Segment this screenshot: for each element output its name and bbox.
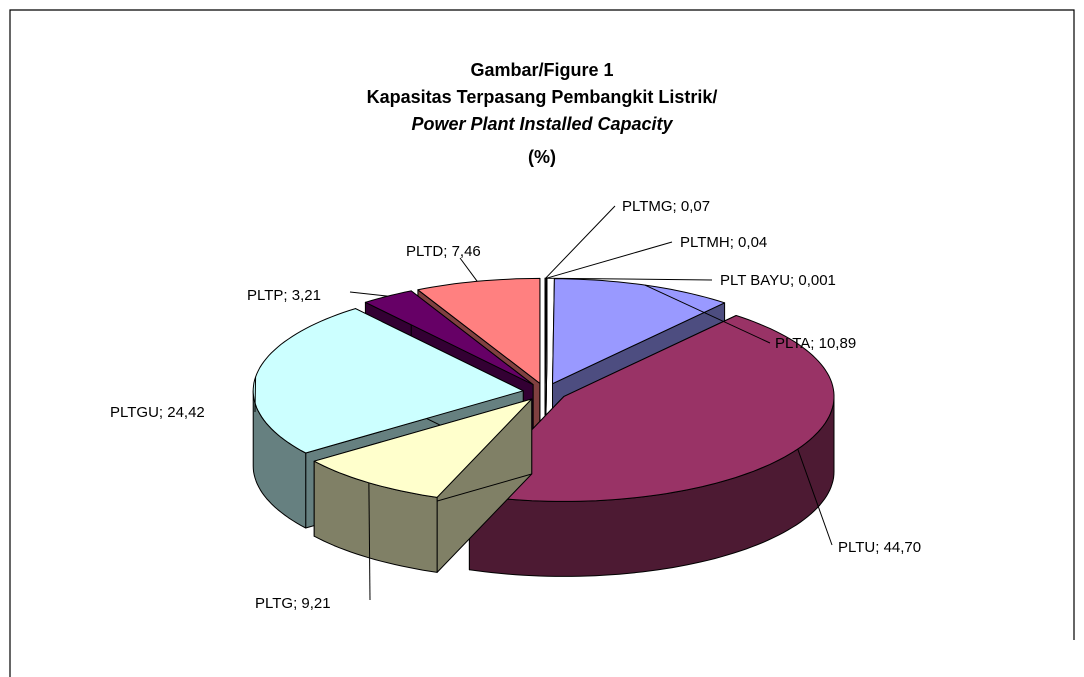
data-label: PLTD; 7,46 [406,243,481,260]
leader-line [349,291,388,297]
leader-line [547,277,713,281]
data-label: PLT BAYU; 0,001 [720,272,836,289]
leader-line [545,205,616,279]
data-label: PLTMG; 0,07 [622,198,710,215]
chart-subtitle-italic: Power Plant Installed Capacity [411,114,673,134]
data-label: PLTGU; 24,42 [110,404,205,421]
data-label: PLTG; 9,21 [255,595,331,612]
leader-line [254,376,257,413]
slice-top [468,315,835,502]
data-label: PLTU; 44,70 [838,539,921,556]
data-label: PLTA; 10,89 [775,335,856,352]
data-label: PLTP; 3,21 [247,287,321,304]
slice-top [552,278,726,385]
leader-line [368,482,371,601]
unit-label: (%) [528,147,556,167]
data-label: PLTMH; 0,04 [680,234,767,251]
chart-subtitle: Kapasitas Terpasang Pembangkit Listrik/ [367,87,718,107]
leader-line [546,241,673,279]
leader-line [797,448,833,546]
leader-line [459,257,478,282]
frame [9,9,1075,677]
leader-line [644,284,771,344]
slice-top [364,290,534,386]
chart-title: Gambar/Figure 1 [470,60,613,80]
